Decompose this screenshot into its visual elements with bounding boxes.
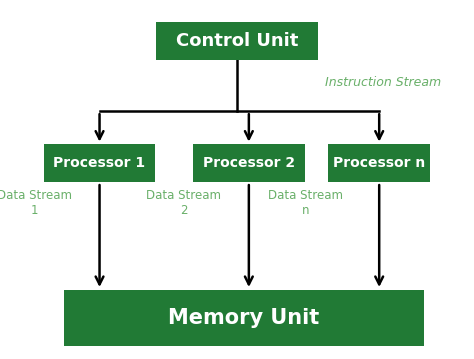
FancyBboxPatch shape bbox=[156, 22, 318, 60]
FancyBboxPatch shape bbox=[44, 144, 155, 182]
Text: Control Unit: Control Unit bbox=[176, 32, 298, 50]
Text: Data Stream
1: Data Stream 1 bbox=[0, 189, 72, 217]
FancyBboxPatch shape bbox=[64, 290, 424, 345]
FancyBboxPatch shape bbox=[193, 144, 304, 182]
Text: Processor 2: Processor 2 bbox=[203, 157, 295, 170]
FancyBboxPatch shape bbox=[328, 144, 430, 182]
Text: Memory Unit: Memory Unit bbox=[168, 308, 320, 328]
Text: Processor n: Processor n bbox=[333, 157, 425, 170]
Text: Data Stream
n: Data Stream n bbox=[268, 189, 343, 217]
Text: Data Stream
2: Data Stream 2 bbox=[146, 189, 221, 217]
Text: Processor 1: Processor 1 bbox=[54, 157, 146, 170]
Text: Instruction Stream: Instruction Stream bbox=[325, 76, 441, 89]
